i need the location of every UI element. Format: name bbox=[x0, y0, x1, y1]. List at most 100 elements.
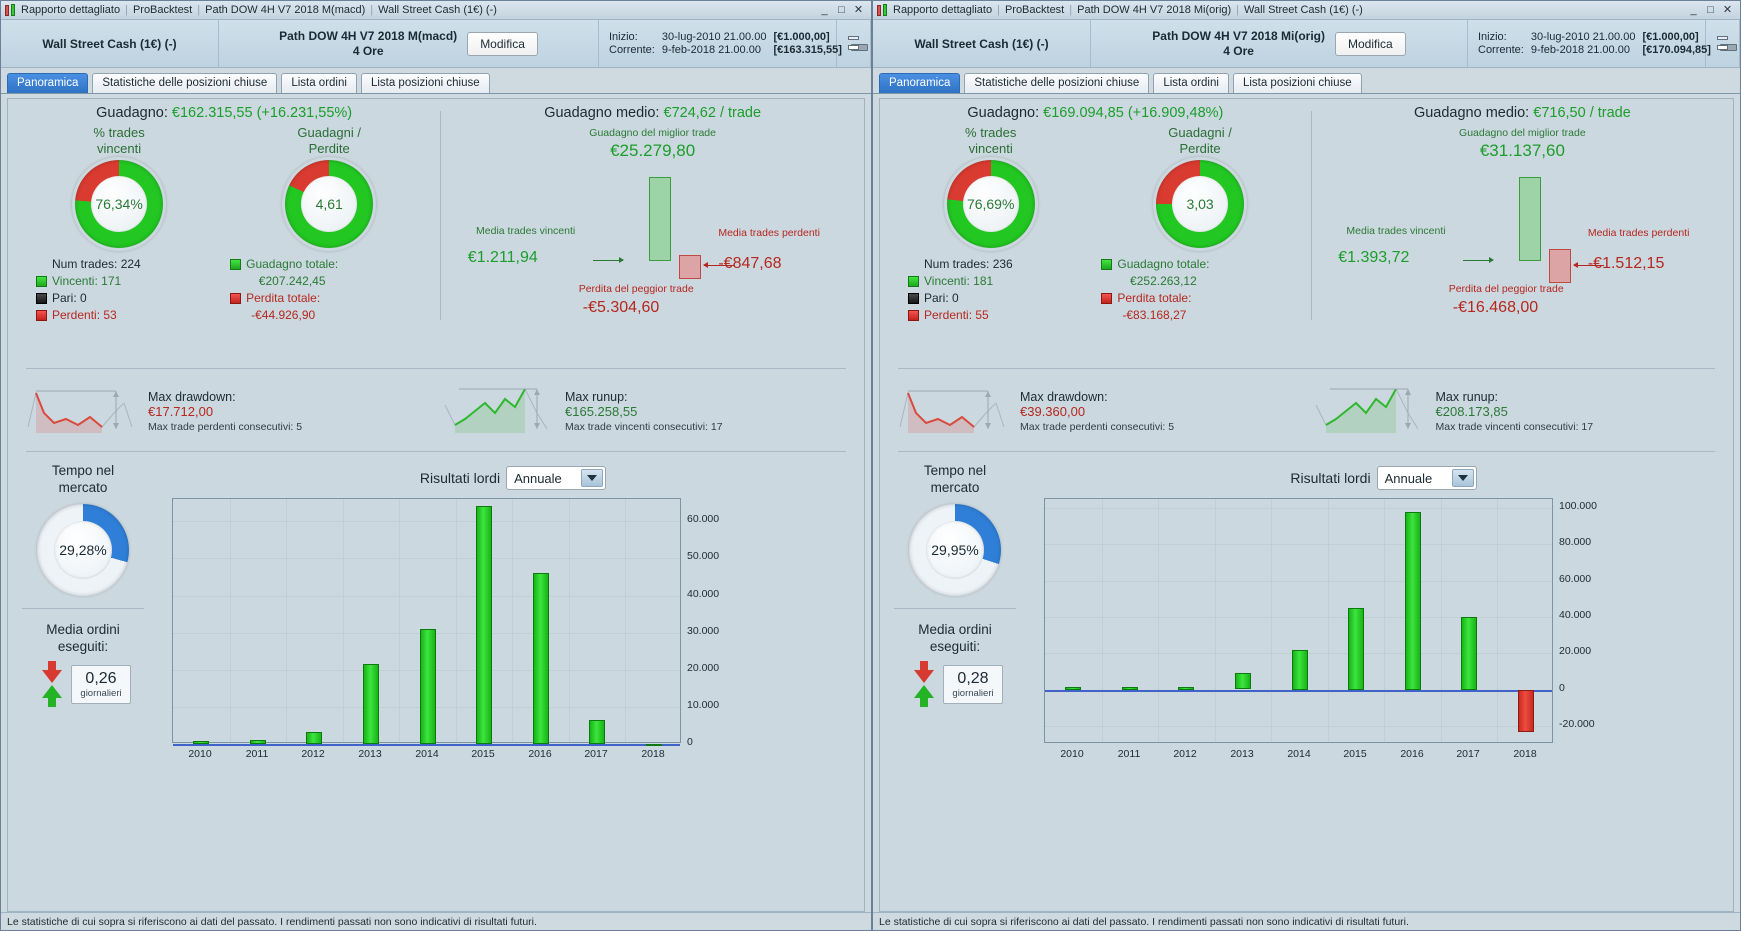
tab-lista-ordini[interactable]: Lista ordini bbox=[1153, 73, 1229, 93]
x-axis-tick-label: 2013 bbox=[1230, 748, 1254, 760]
vertical-divider bbox=[1310, 111, 1312, 320]
gridline-horizontal bbox=[1045, 617, 1552, 618]
tab-panoramica[interactable]: Panoramica bbox=[7, 73, 89, 93]
print-cell[interactable] bbox=[1706, 20, 1740, 67]
profitfactor-title: Guadagni / Perdite bbox=[1095, 125, 1304, 157]
list-item: Perdita totale: -€83.168,27 bbox=[1101, 290, 1304, 324]
guadagno-totale-value: €207.242,45 bbox=[258, 274, 326, 288]
time-in-market-value: 29,95% bbox=[926, 521, 984, 579]
tab-lista-posizioni-chiuse[interactable]: Lista posizioni chiuse bbox=[1232, 73, 1362, 93]
perdenti-label: Perdenti: 53 bbox=[52, 308, 117, 322]
minimize-button[interactable]: _ bbox=[1690, 4, 1697, 16]
best-trade-label: Guadagno del miglior trade bbox=[589, 127, 716, 139]
tab-lista-ordini[interactable]: Lista ordini bbox=[281, 73, 357, 93]
winrate-title: % trades vincenti bbox=[14, 125, 224, 157]
list-item: Guadagno totale: €252.263,12 bbox=[1101, 256, 1304, 290]
close-button[interactable]: ✕ bbox=[853, 4, 864, 16]
titlebar-item-strategy: Path DOW 4H V7 2018 M(macd) bbox=[205, 4, 366, 16]
drawdown-runup-row: Max drawdown: €39.360,00 Max trade perde… bbox=[880, 373, 1733, 447]
avg-win-label: Media trades vincenti bbox=[476, 225, 576, 237]
titlebar-item-probacktest: ProBacktest bbox=[1004, 4, 1065, 16]
winrate-donut: 76,34% bbox=[75, 160, 164, 248]
titlebar-separator: | bbox=[197, 4, 201, 16]
perdita-totale-value: -€44.926,90 bbox=[251, 308, 316, 322]
time-and-orders-column: Tempo nel mercato 29,28% Media ordini es… bbox=[8, 456, 158, 765]
titlebar-separator: | bbox=[997, 4, 1000, 16]
totals-legend: Guadagno totale: €207.242,45 Perdita tot… bbox=[224, 256, 434, 324]
worst-trade-bar bbox=[679, 255, 702, 279]
close-button[interactable]: ✕ bbox=[1722, 4, 1733, 16]
perdenti-label: Perdenti: 55 bbox=[924, 308, 989, 322]
gridline-horizontal bbox=[173, 558, 680, 559]
footer-disclaimer: Le statistiche di cui sopra si riferisco… bbox=[1, 912, 871, 930]
max-consecutive-wins: Max trade vincenti consecutivi: 17 bbox=[1435, 420, 1594, 433]
orders-label-line2: eseguiti: bbox=[57, 639, 109, 654]
worst-trade-bar bbox=[1548, 249, 1571, 283]
modifica-button[interactable]: Modifica bbox=[1335, 31, 1406, 56]
printer-icon[interactable] bbox=[1714, 36, 1737, 51]
chevron-down-icon[interactable] bbox=[581, 469, 604, 487]
max-consecutive-losses: Max trade perdenti consecutivi: 5 bbox=[148, 420, 303, 433]
gridline-vertical bbox=[343, 499, 344, 742]
report-body: Guadagno: €169.094,85 (+16.909,48%) % tr… bbox=[879, 98, 1734, 912]
gridline-horizontal bbox=[1045, 544, 1552, 545]
minimize-button[interactable]: _ bbox=[821, 4, 828, 16]
worst-trade-value: -€5.304,60 bbox=[582, 299, 660, 316]
best-trade-label: Guadagno del miglior trade bbox=[1459, 127, 1586, 139]
inizio-label: Inizio: bbox=[609, 31, 638, 43]
pf-title-line2: Perdite bbox=[1179, 141, 1221, 156]
gridline-vertical bbox=[1102, 499, 1103, 742]
titlebar-item-portfolio: Wall Street Cash (1€) (-) bbox=[378, 4, 497, 16]
titlebar: Rapporto dettagliato | ProBacktest | Pat… bbox=[873, 1, 1740, 20]
modifica-button[interactable]: Modifica bbox=[467, 31, 538, 56]
printer-icon[interactable] bbox=[845, 36, 868, 51]
time-label-line1: Tempo nel bbox=[923, 463, 987, 478]
pari-label: Pari: 0 bbox=[924, 291, 959, 305]
inizio-date: 30-lug-2010 21.00.00 bbox=[661, 31, 767, 43]
chart-plot-area bbox=[1044, 498, 1553, 743]
chart-bar bbox=[1122, 687, 1138, 690]
tab-statistiche-posizioni-chiuse[interactable]: Statistiche delle posizioni chiuse bbox=[964, 73, 1150, 93]
max-consecutive-wins: Max trade vincenti consecutivi: 17 bbox=[565, 420, 723, 433]
pf-title-line2: Perdite bbox=[308, 141, 350, 156]
chart-period-select[interactable]: Annuale bbox=[1376, 466, 1477, 490]
y-axis-tick-label: 60.000 bbox=[1559, 573, 1592, 585]
corrente-date: 9-feb-2018 21.00.00 bbox=[1530, 44, 1630, 56]
print-cell[interactable] bbox=[837, 20, 871, 67]
avg-loss-arrow bbox=[702, 262, 734, 268]
maximize-button[interactable]: □ bbox=[1707, 4, 1714, 16]
x-axis-tick-label: 2017 bbox=[1456, 748, 1480, 760]
chart-bar bbox=[589, 720, 605, 744]
profitfactor-donut-value: 3,03 bbox=[1172, 176, 1229, 232]
y-axis-tick-label: 60.000 bbox=[687, 513, 720, 525]
time-in-market-gauge: 29,95% bbox=[909, 504, 1001, 596]
pf-title-line1: Guadagni / bbox=[1168, 125, 1232, 140]
section-divider bbox=[26, 451, 846, 452]
tab-statistiche-posizioni-chiuse[interactable]: Statistiche delle posizioni chiuse bbox=[92, 73, 278, 93]
max-drawdown-value: €39.360,00 bbox=[1020, 403, 1086, 419]
x-axis-tick-label: 2013 bbox=[358, 748, 382, 760]
window-controls: _ □ ✕ bbox=[817, 4, 868, 16]
maximize-button[interactable]: □ bbox=[838, 4, 845, 16]
y-axis-tick-label: 10.000 bbox=[687, 699, 720, 711]
y-axis-tick-label: 100.000 bbox=[1559, 500, 1597, 512]
chevron-down-icon[interactable] bbox=[1451, 469, 1474, 487]
report-window-right: Rapporto dettagliato | ProBacktest | Pat… bbox=[872, 0, 1741, 931]
max-consecutive-losses: Max trade perdenti consecutivi: 5 bbox=[1020, 420, 1175, 433]
green-swatch-icon bbox=[1101, 259, 1113, 270]
gridline-vertical bbox=[286, 499, 287, 742]
gridline-horizontal bbox=[173, 596, 680, 597]
tab-panoramica[interactable]: Panoramica bbox=[879, 73, 961, 93]
report-window-left: Rapporto dettagliato | ProBacktest | Pat… bbox=[0, 0, 872, 931]
vincenti-label: Vincenti: 181 bbox=[924, 274, 994, 288]
tab-lista-posizioni-chiuse[interactable]: Lista posizioni chiuse bbox=[360, 73, 490, 93]
corrente-label: Corrente: bbox=[1478, 44, 1524, 56]
inizio-label: Inizio: bbox=[1478, 31, 1507, 43]
drawdown-runup-row: Max drawdown: €17.712,00 Max trade perde… bbox=[8, 373, 864, 447]
footer-disclaimer: Le statistiche di cui sopra si riferisco… bbox=[873, 912, 1740, 930]
chart-plot-area bbox=[172, 498, 681, 746]
chart-period-select[interactable]: Annuale bbox=[506, 466, 607, 490]
worst-trade-label: Perdita del peggior trade bbox=[1448, 283, 1564, 295]
orders-box: 0,28 giornalieri bbox=[880, 661, 1030, 707]
avg-label: Guadagno medio: bbox=[544, 105, 660, 121]
